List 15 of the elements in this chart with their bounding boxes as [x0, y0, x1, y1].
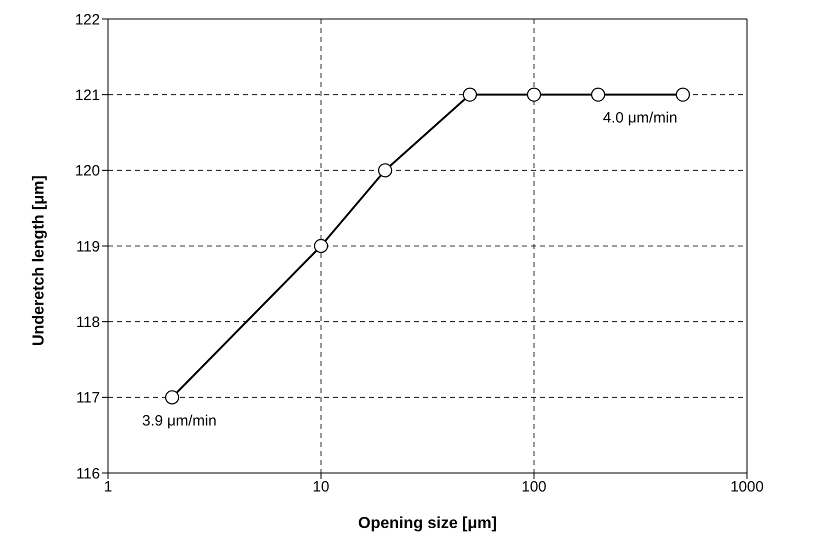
annotation: 3.9 μm/min [142, 412, 217, 430]
y-tick-label: 120 [74, 162, 100, 180]
annotation: 4.0 μm/min [602, 110, 678, 127]
y-tick-label: 116 [76, 465, 100, 482]
x-tick-label: 100 [521, 478, 547, 496]
y-tick-label: 121 [74, 86, 100, 104]
x-axis-title: Opening size [μm] [358, 515, 497, 532]
y-tick-label: 119 [76, 238, 100, 256]
y-tick-label: 118 [76, 314, 100, 331]
x-tick-label: 10 [312, 478, 330, 496]
y-tick-label: 117 [76, 390, 100, 407]
x-tick-label: 1 [104, 478, 112, 496]
x-tick-label: 1000 [730, 478, 764, 496]
y-axis-title: Underetch length [μm] [30, 175, 48, 346]
y-tick-label: 122 [74, 11, 100, 28]
